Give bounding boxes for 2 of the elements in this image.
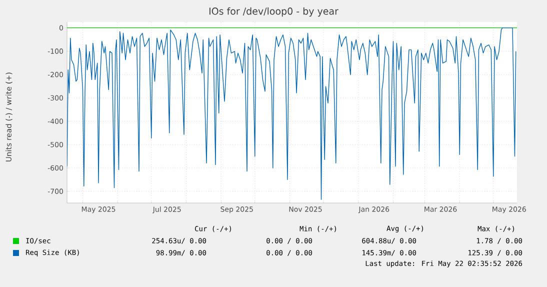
- line-series: [67, 27, 516, 200]
- chart-title: IOs for /dev/loop0 - by year: [209, 7, 338, 17]
